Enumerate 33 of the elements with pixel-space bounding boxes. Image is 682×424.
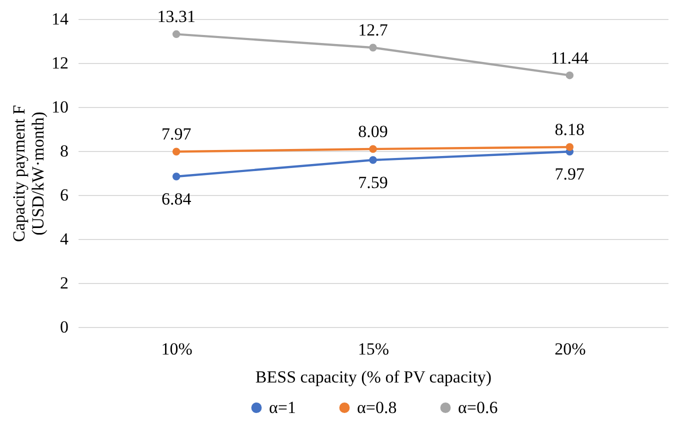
y-tick-label: 2 xyxy=(60,274,68,292)
y-tick-label: 12 xyxy=(52,54,68,72)
y-tick-label: 4 xyxy=(60,230,69,248)
data-label: 12.7 xyxy=(358,20,388,40)
data-label: 6.84 xyxy=(161,190,192,209)
y-tick-label: 0 xyxy=(60,318,68,336)
y-tick-label: 14 xyxy=(52,10,69,28)
legend-label: α=0.8 xyxy=(357,398,397,417)
data-label: 11.44 xyxy=(550,48,589,68)
point xyxy=(566,143,574,151)
data-label: 13.31 xyxy=(157,7,196,26)
point xyxy=(369,145,377,153)
data-label: 7.97 xyxy=(161,124,192,144)
x-tick-label: 15% xyxy=(358,340,390,358)
y-tick-label: 6 xyxy=(60,186,68,204)
point xyxy=(566,71,574,80)
y-tick-label: 10 xyxy=(52,98,68,116)
point xyxy=(172,148,180,156)
y-axis-title: Capacity payment F (USD/kW·month) xyxy=(10,105,48,242)
point xyxy=(369,44,377,52)
y-tick-label: 8 xyxy=(60,142,68,160)
point xyxy=(172,30,180,38)
point xyxy=(369,156,377,164)
x-tick-label: 20% xyxy=(554,340,586,358)
data-label: 8.18 xyxy=(554,120,585,140)
x-tick-label: 10% xyxy=(161,340,192,358)
data-label: 7.97 xyxy=(554,164,586,184)
data-label: 7.59 xyxy=(358,173,388,192)
data-label: 8.09 xyxy=(358,122,388,142)
legend-label: α=0.6 xyxy=(458,398,498,417)
point xyxy=(172,172,180,180)
legend-label: α=1 xyxy=(269,398,296,417)
x-axis-title: BESS capacity (% of PV capacity) xyxy=(255,368,492,386)
